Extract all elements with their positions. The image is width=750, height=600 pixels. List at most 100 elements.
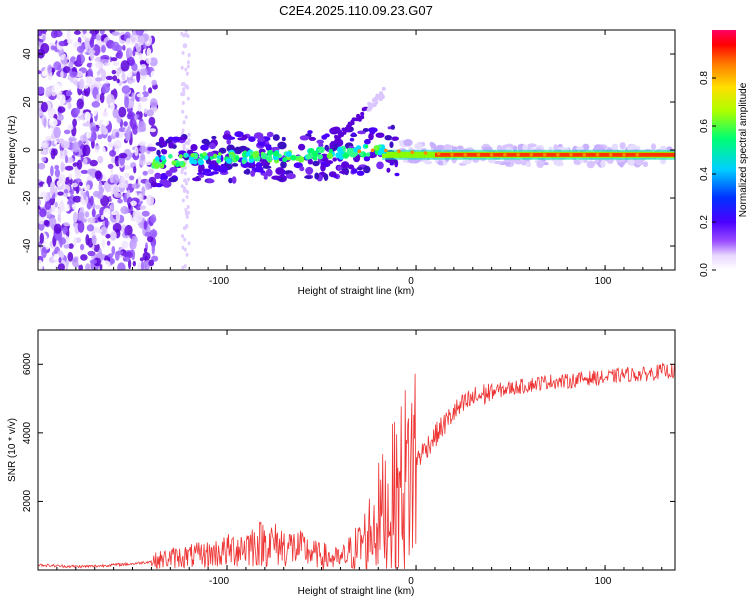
signal-halo [168, 177, 178, 183]
noise-blob [117, 182, 127, 189]
noise-blob [87, 250, 96, 257]
signal-blob [178, 154, 183, 159]
noise-blob [147, 143, 153, 148]
signal-halo [351, 132, 357, 136]
noise-blob [78, 181, 83, 187]
snr-x-tick-label: 100 [595, 576, 612, 587]
noise-blob [109, 102, 115, 112]
noise-blob [186, 60, 190, 65]
noise-blob [79, 78, 85, 90]
noise-blob [140, 153, 146, 161]
signal-halo [390, 124, 395, 130]
signal-streak [356, 113, 361, 118]
signal-peak [516, 153, 520, 157]
noise-blob [91, 235, 97, 245]
noise-blob [183, 186, 186, 191]
signal-blob [218, 152, 222, 156]
noise-blob [185, 211, 188, 216]
noise-blob [84, 111, 91, 122]
noise-blob [109, 168, 114, 174]
noise-blob [72, 141, 80, 153]
snr-panel: -100 0 100 2000 4000 6000 Height of stra… [7, 329, 676, 597]
signal-halo [462, 160, 472, 165]
noise-blob [39, 232, 44, 244]
noise-blob [109, 150, 117, 157]
signal-halo [258, 148, 266, 154]
signal-peak [450, 152, 454, 157]
noise-blob [107, 135, 112, 143]
noise-blob [130, 117, 137, 130]
noise-blob [50, 165, 54, 177]
noise-blob [105, 233, 111, 239]
noise-blob [102, 119, 110, 126]
noise-blob [94, 170, 102, 180]
noise-blob [65, 155, 68, 164]
noise-blob [102, 174, 106, 182]
signal-halo [403, 139, 413, 147]
noise-blob [183, 178, 187, 183]
signal-halo [234, 131, 244, 138]
signal-halo [169, 166, 178, 173]
signal-halo [156, 149, 161, 156]
signal-halo [271, 146, 280, 151]
noise-blob [53, 253, 60, 261]
colorbar: 0.0 0.2 0.4 0.6 0.8 Normalized spectral … [699, 30, 749, 277]
signal-blob [317, 154, 323, 160]
signal-blob [161, 160, 166, 165]
noise-blob [101, 146, 106, 159]
signal-streak [375, 95, 380, 100]
colorbar-label: Normalized spectral amplitude [738, 82, 749, 217]
signal-halo [196, 172, 207, 176]
noise-blob [121, 85, 131, 94]
signal-blob [171, 160, 177, 166]
signal-streak [337, 135, 342, 139]
noise-blob [150, 70, 156, 81]
noise-blob [181, 101, 185, 105]
noise-blob [151, 255, 159, 262]
noise-blob [73, 211, 78, 223]
signal-halo [376, 161, 384, 170]
signal-halo [543, 162, 549, 166]
signal-halo [650, 143, 657, 151]
noise-blob [89, 37, 95, 48]
noise-blob [91, 208, 96, 218]
noise-blob [181, 198, 185, 203]
noise-blob [57, 106, 66, 113]
signal-halo [627, 158, 635, 166]
noise-blob [76, 54, 82, 67]
colorbar-tick-label: 0.2 [699, 215, 710, 229]
noise-blob [117, 198, 123, 204]
noise-blob [53, 30, 63, 38]
noise-blob [100, 226, 108, 237]
noise-blob [101, 45, 106, 53]
signal-blob [273, 150, 280, 157]
signal-halo [362, 128, 369, 132]
signal-halo [168, 142, 174, 149]
noise-blob [181, 234, 185, 239]
noise-blob [74, 168, 82, 180]
signal-blob [311, 150, 319, 158]
noise-blob [128, 202, 132, 210]
noise-blob [41, 70, 48, 77]
noise-blob [117, 262, 126, 270]
snr-line [38, 362, 675, 570]
signal-streak [381, 86, 386, 91]
signal-peak [397, 149, 401, 154]
noise-blob [112, 222, 122, 233]
noise-blob [118, 152, 128, 159]
colorbar-ticks [712, 77, 716, 271]
signal-blob [151, 161, 156, 166]
noise-blob [54, 164, 60, 170]
noise-blob [123, 121, 128, 127]
noise-blob [180, 184, 184, 189]
signal-peak [556, 153, 560, 157]
noise-blob [63, 222, 71, 227]
noise-blob [183, 44, 186, 49]
noise-blob [116, 250, 124, 255]
spec-x-tick-label: 100 [595, 276, 612, 287]
noise-blob [68, 137, 77, 142]
signal-halo [392, 136, 399, 141]
noise-blob [130, 200, 137, 207]
signal-halo [368, 132, 374, 141]
